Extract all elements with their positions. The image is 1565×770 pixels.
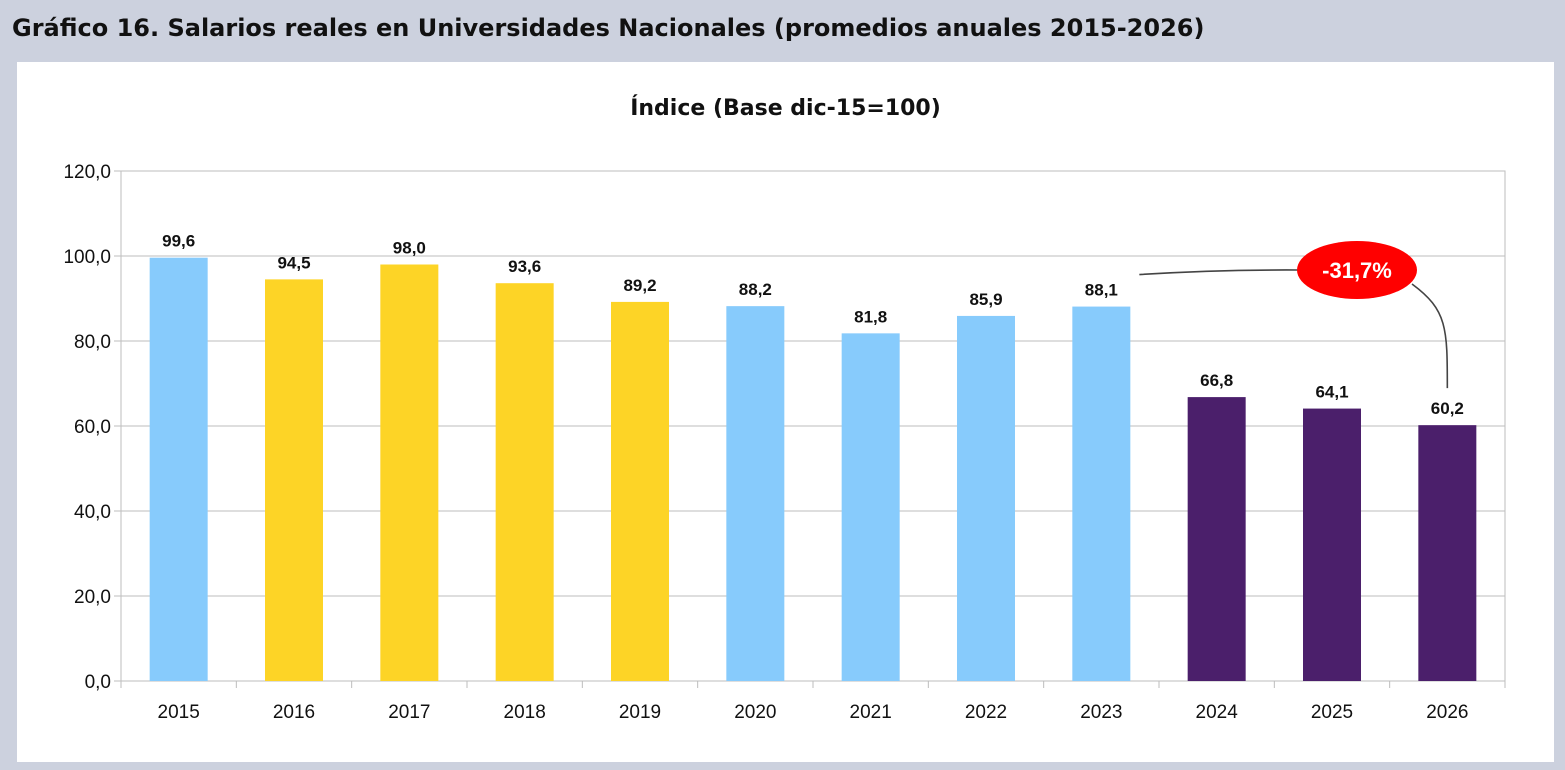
callout-connector-right	[1411, 283, 1449, 389]
x-tick-label: 2026	[1426, 702, 1468, 723]
bar-2015	[149, 257, 208, 681]
x-tick-label: 2022	[965, 702, 1007, 723]
bar-2021	[841, 333, 900, 681]
data-label-2021: 81,8	[854, 307, 887, 326]
bars	[149, 257, 1477, 681]
gridlines	[120, 170, 1506, 682]
data-label-2015: 99,6	[162, 232, 195, 251]
callout-text: -31,7%	[1322, 258, 1392, 283]
chart-panel: Índice (Base dic-15=100) 0,0 20,0 40,0 60,0…	[17, 62, 1554, 762]
figure-title: Gráfico 16. Salarios reales en Universid…	[12, 14, 1205, 42]
callout-ellipse	[1297, 241, 1417, 299]
bar-2026	[1418, 425, 1477, 681]
bar-chart: 0,0 20,0 40,0 60,0 80,0 100,0 120,0 2015 2016 201…	[63, 162, 1506, 723]
data-label-2023: 88,1	[1085, 281, 1118, 300]
data-labels: 99,6 94,5 98,0 93,6 89,2 88,2 81,8 85,9 88,1 66,8…	[162, 232, 1464, 418]
x-tick-label: 2025	[1311, 702, 1353, 723]
bar-2023	[1072, 306, 1131, 681]
data-label-2025: 64,1	[1315, 383, 1348, 402]
x-tick-label: 2018	[504, 702, 546, 723]
data-label-2019: 89,2	[623, 276, 656, 295]
x-tick-label: 2021	[850, 702, 892, 723]
bar-2019	[611, 301, 669, 681]
x-tick-label: 2024	[1196, 702, 1239, 723]
data-label-2020: 88,2	[739, 280, 772, 299]
y-tick-label: 60,0	[74, 417, 111, 438]
y-tick-label: 100,0	[63, 247, 111, 268]
bar-2017	[380, 264, 439, 681]
bar-2025	[1303, 408, 1361, 681]
bar-2016	[265, 279, 323, 681]
x-tick-label: 2016	[273, 702, 315, 723]
bar-2020	[726, 306, 785, 681]
data-label-2017: 98,0	[393, 239, 426, 258]
bar-2024	[1187, 397, 1246, 681]
data-label-2016: 94,5	[277, 253, 310, 272]
bar-2022	[957, 315, 1015, 681]
x-tick-label: 2017	[388, 702, 430, 723]
x-tick-label: 2015	[158, 702, 200, 723]
callout-connector-left	[1139, 269, 1300, 276]
y-tick-label: 120,0	[63, 162, 111, 183]
x-tick-label: 2023	[1080, 702, 1122, 723]
y-tick-label: 20,0	[74, 587, 111, 608]
axes: 0,0 20,0 40,0 60,0 80,0 100,0 120,0 2015 2016 201…	[63, 162, 1506, 723]
y-tick-label: 40,0	[74, 502, 111, 523]
callout: -31,7%	[1139, 241, 1449, 389]
y-tick-label: 80,0	[74, 332, 111, 353]
x-tick-label: 2020	[734, 702, 776, 723]
data-label-2026: 60,2	[1431, 399, 1464, 418]
data-label-2024: 66,8	[1200, 371, 1233, 390]
chart-title: Índice (Base dic-15=100)	[630, 96, 941, 121]
y-tick-label: 0,0	[85, 672, 111, 693]
bar-2018	[495, 283, 554, 681]
data-label-2018: 93,6	[508, 257, 541, 276]
x-tick-label: 2019	[619, 702, 661, 723]
data-label-2022: 85,9	[969, 290, 1002, 309]
